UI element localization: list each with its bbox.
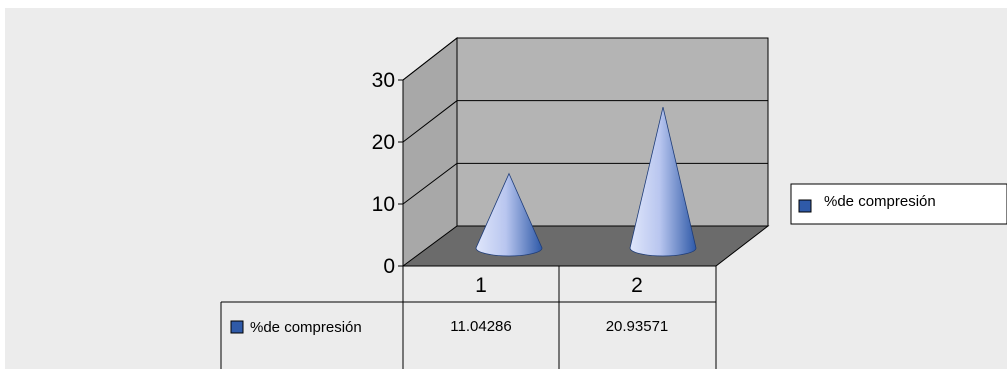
y-tick-label: 30	[372, 69, 395, 92]
legend-box	[790, 183, 1007, 225]
legend-swatch	[798, 199, 812, 213]
legend: %de compresión	[790, 183, 1007, 225]
cone-bar	[629, 106, 697, 257]
category-label: 1	[475, 274, 487, 297]
y-tick-label: 0	[383, 255, 395, 278]
table-value-1: 11.04286	[450, 318, 511, 335]
y-tick-label: 10	[372, 193, 395, 216]
chart-floor	[401, 225, 770, 267]
gridline	[402, 37, 768, 81]
table-series-swatch	[230, 320, 244, 334]
cone-body	[475, 172, 543, 257]
cone-body	[629, 106, 697, 257]
table-value-2: 20.93571	[606, 318, 669, 335]
table-series-label: %de compresión	[250, 319, 362, 336]
y-axis-ticks: 0 10 20 30	[372, 69, 403, 278]
gridline	[402, 100, 768, 143]
cone-bar	[475, 172, 543, 257]
y-tick-label: 20	[372, 131, 395, 154]
legend-label: %de compresión	[824, 193, 936, 210]
cone-bars	[475, 106, 697, 257]
category-label: 2	[631, 274, 643, 297]
